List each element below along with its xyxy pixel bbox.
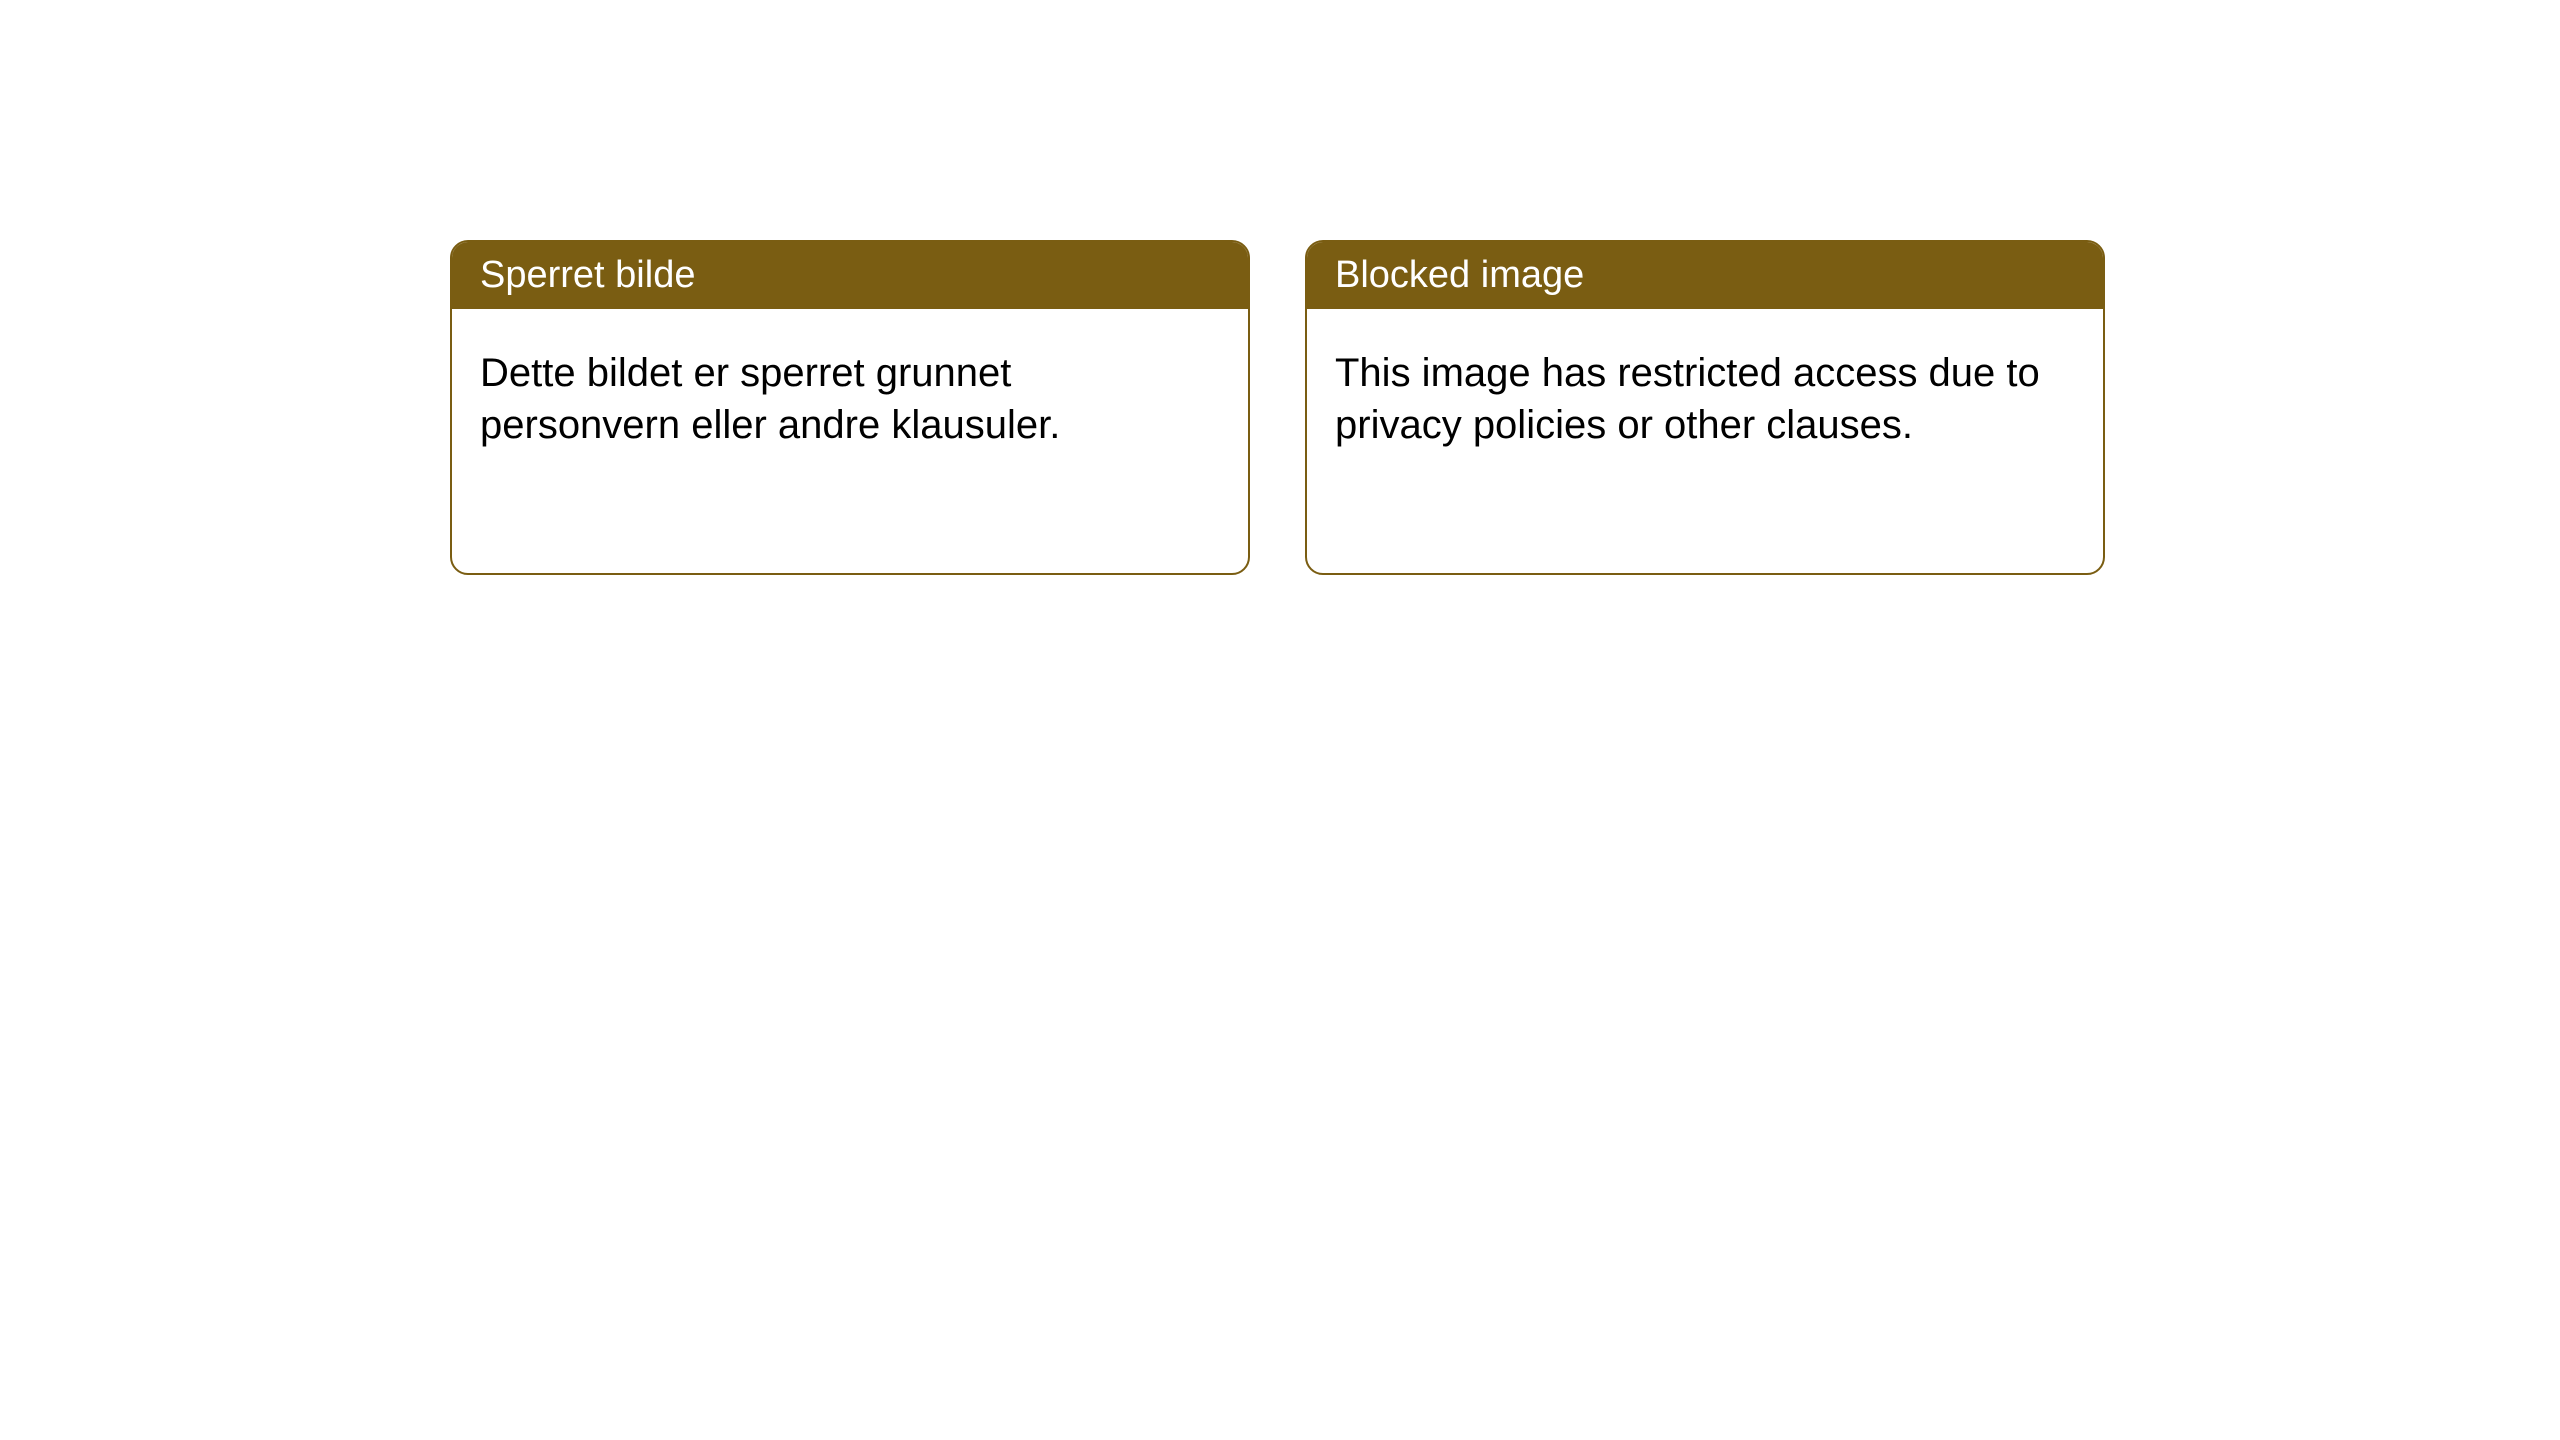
notice-card-title: Sperret bilde [452, 242, 1248, 309]
notice-card-body: This image has restricted access due to … [1307, 309, 2103, 489]
notice-card-english: Blocked image This image has restricted … [1305, 240, 2105, 575]
notice-cards-container: Sperret bilde Dette bildet er sperret gr… [450, 240, 2105, 575]
notice-card-body: Dette bildet er sperret grunnet personve… [452, 309, 1248, 489]
notice-card-norwegian: Sperret bilde Dette bildet er sperret gr… [450, 240, 1250, 575]
notice-card-title: Blocked image [1307, 242, 2103, 309]
